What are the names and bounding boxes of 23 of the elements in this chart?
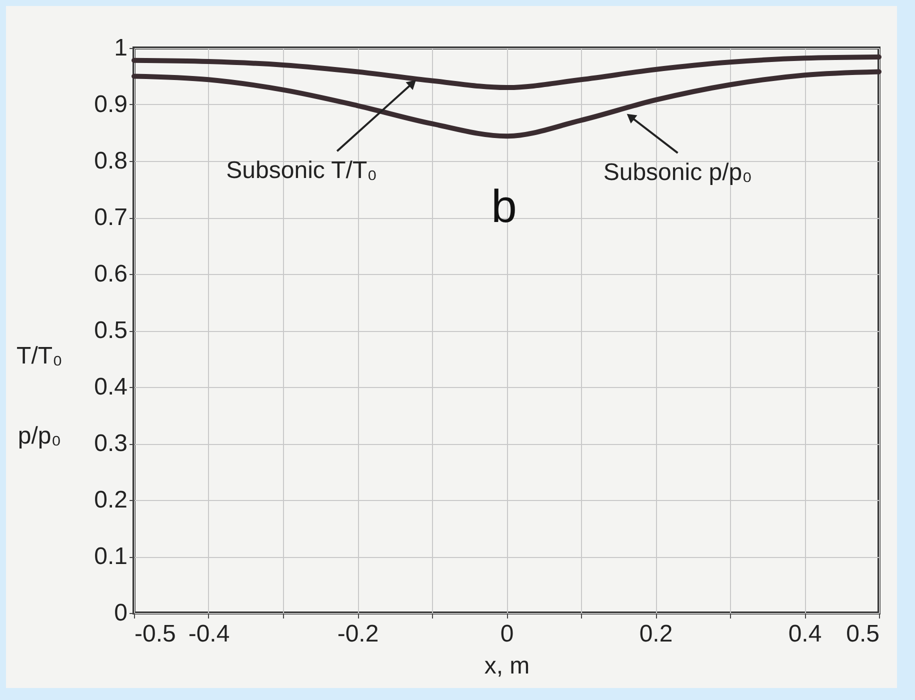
y-tick-label: 0.7 [94,204,128,231]
y-tick-label: 0.5 [94,317,128,344]
annotation: Subsonic T/T₀ [226,157,378,184]
x-axis-title: x, m [484,652,530,680]
y-tick-label: 0.2 [94,486,128,514]
y-tick-label: 0 [114,600,128,626]
y-tick-label: 0.8 [94,148,128,174]
y-tick-label: 0.3 [94,430,128,457]
x-tick-label: -0.4 [188,620,230,648]
text: T/T₀ p/p₀ [16,342,62,450]
x-tick-label: 0 [500,620,514,648]
y-tick-label: 0.4 [94,374,128,400]
y-tick-label: 1 [114,34,128,62]
x-tick-label: -0.2 [337,620,379,648]
annotation: b [491,180,517,232]
x-tick-label: 0.2 [639,620,673,648]
annotation: Subsonic p/p₀ [603,158,752,186]
x-tick-label: 0.4 [788,620,822,648]
y-tick-label: 0.1 [94,543,128,570]
x-tick-label: 0.5 [846,620,880,648]
x-tick-label: -0.5 [134,620,176,648]
y-tick-label: 0.9 [94,91,128,118]
y-tick-label: 0.6 [94,260,128,288]
